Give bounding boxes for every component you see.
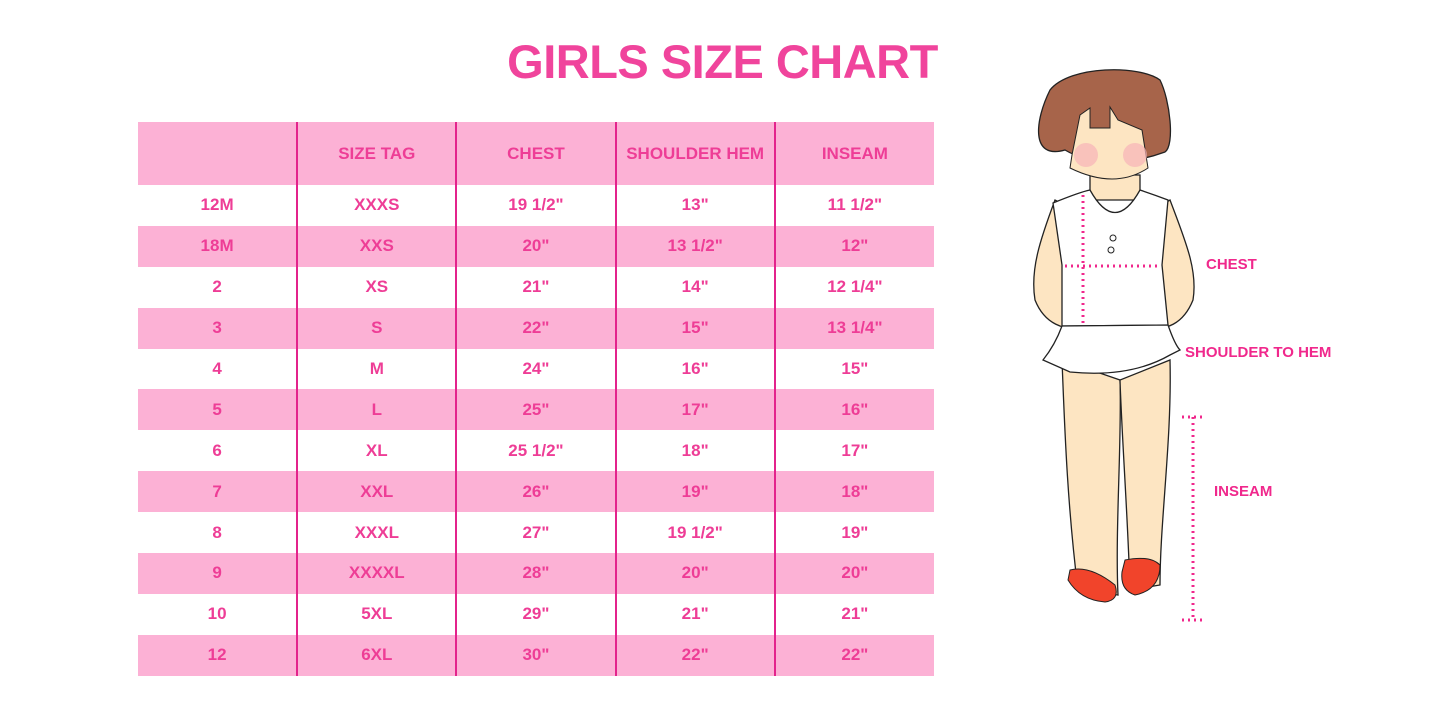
- cell-shoulder-hem: 14": [614, 266, 775, 308]
- cell-inseam: 13 1/4": [773, 307, 934, 349]
- cell-inseam: 16": [773, 389, 934, 431]
- cell-size: 7: [138, 471, 298, 513]
- cell-chest: 22": [455, 307, 616, 349]
- cell-shoulder-hem: 22": [614, 634, 775, 676]
- table-row: 2 XS 21" 14" 12 1/4": [138, 266, 934, 308]
- cell-inseam: 19": [773, 512, 934, 554]
- cell-chest: 28": [455, 553, 616, 594]
- cell-size-tag: L: [296, 389, 457, 431]
- cell-size-tag: M: [296, 348, 457, 390]
- table-row: 6 XL 25 1/2" 18" 17": [138, 430, 934, 472]
- chest-label: CHEST: [1206, 256, 1257, 273]
- cell-shoulder-hem: 20": [614, 553, 775, 594]
- cell-size-tag: XXL: [296, 471, 457, 513]
- cell-size-tag: 6XL: [296, 634, 457, 676]
- header-inseam: INSEAM: [773, 122, 934, 185]
- table-row: 10 5XL 29" 21" 21": [138, 593, 934, 635]
- cell-inseam: 18": [773, 471, 934, 513]
- cell-inseam: 17": [773, 430, 934, 472]
- cell-chest: 30": [455, 634, 616, 676]
- cell-inseam: 21": [773, 593, 934, 635]
- table-row: 12M XXXS 19 1/2" 13" 11 1/2": [138, 185, 934, 226]
- cell-chest: 21": [455, 266, 616, 308]
- cell-chest: 25": [455, 389, 616, 431]
- cell-shoulder-hem: 21": [614, 593, 775, 635]
- table-row: 5 L 25" 17" 16": [138, 389, 934, 431]
- cell-chest: 20": [455, 225, 616, 267]
- cell-shoulder-hem: 17": [614, 389, 775, 431]
- page-title: GIRLS SIZE CHART: [507, 35, 938, 88]
- cell-chest: 26": [455, 471, 616, 513]
- cell-inseam: 15": [773, 348, 934, 390]
- table-body: 12M XXXS 19 1/2" 13" 11 1/2" 18M XXS 20" 13 1/2"…: [138, 185, 934, 676]
- cell-size-tag: XXS: [296, 225, 457, 267]
- cell-size-tag: XS: [296, 266, 457, 308]
- cell-size: 12M: [200, 195, 234, 215]
- cell-chest: 25 1/2": [455, 430, 616, 472]
- cell-shoulder-hem: 16": [614, 348, 775, 390]
- header-size: [138, 122, 298, 185]
- cell-size: 5: [138, 389, 298, 431]
- cell-chest: 24": [455, 348, 616, 390]
- cell-inseam: 11 1/2": [773, 185, 934, 226]
- cell-size: 6: [212, 440, 222, 460]
- table-row: 18M XXS 20" 13 1/2" 12": [138, 225, 934, 267]
- table-row: 4 M 24" 16" 15": [138, 348, 934, 390]
- cell-chest: 19 1/2": [455, 185, 616, 226]
- cell-size: 12: [138, 634, 298, 676]
- shoulder-to-hem-label: SHOULDER TO HEM: [1185, 344, 1332, 361]
- cell-shoulder-hem: 13": [614, 185, 775, 226]
- cell-chest: 27": [455, 512, 616, 554]
- cell-size-tag: XL: [296, 430, 457, 472]
- cell-shoulder-hem: 19 1/2": [614, 512, 775, 554]
- cell-size: 8: [212, 522, 222, 542]
- size-chart-table: SIZE TAG CHEST SHOULDER HEM INSEAM 12M XX…: [138, 122, 934, 676]
- girl-measurement-illustration: [1033, 69, 1202, 622]
- table-row: 7 XXL 26" 19" 18": [138, 471, 934, 513]
- cell-shoulder-hem: 19": [614, 471, 775, 513]
- table-row: 8 XXXL 27" 19 1/2" 19": [138, 512, 934, 554]
- table-row: 9 XXXXL 28" 20" 20": [138, 553, 934, 594]
- cell-size-tag: S: [296, 307, 457, 349]
- inseam-label: INSEAM: [1214, 483, 1273, 500]
- cell-shoulder-hem: 15": [614, 307, 775, 349]
- header-shoulder-hem: SHOULDER HEM: [614, 122, 775, 185]
- cell-size: 9: [138, 553, 298, 594]
- cell-inseam: 12 1/4": [773, 266, 934, 308]
- cell-shoulder-hem: 18": [614, 430, 775, 472]
- cell-size-tag: XXXL: [296, 512, 457, 554]
- cell-size: 2: [212, 277, 222, 297]
- cell-inseam: 22": [773, 634, 934, 676]
- cell-size: 18M: [138, 225, 298, 267]
- cell-size: 3: [138, 307, 298, 349]
- table-row: 3 S 22" 15" 13 1/4": [138, 307, 934, 349]
- cell-size: 4: [212, 359, 222, 378]
- cell-size-tag: XXXS: [296, 185, 457, 226]
- header-size-tag: SIZE TAG: [296, 122, 457, 185]
- table-row: 12 6XL 30" 22" 22": [138, 634, 934, 676]
- cell-size: 10: [207, 604, 227, 624]
- cell-inseam: 12": [773, 225, 934, 267]
- header-chest: CHEST: [455, 122, 616, 185]
- table-header-row: SIZE TAG CHEST SHOULDER HEM INSEAM: [138, 122, 934, 185]
- cell-size-tag: XXXXL: [296, 553, 457, 594]
- cell-inseam: 20": [773, 553, 934, 594]
- cell-shoulder-hem: 13 1/2": [614, 225, 775, 267]
- cell-size-tag: 5XL: [296, 593, 457, 635]
- cell-chest: 29": [455, 593, 616, 635]
